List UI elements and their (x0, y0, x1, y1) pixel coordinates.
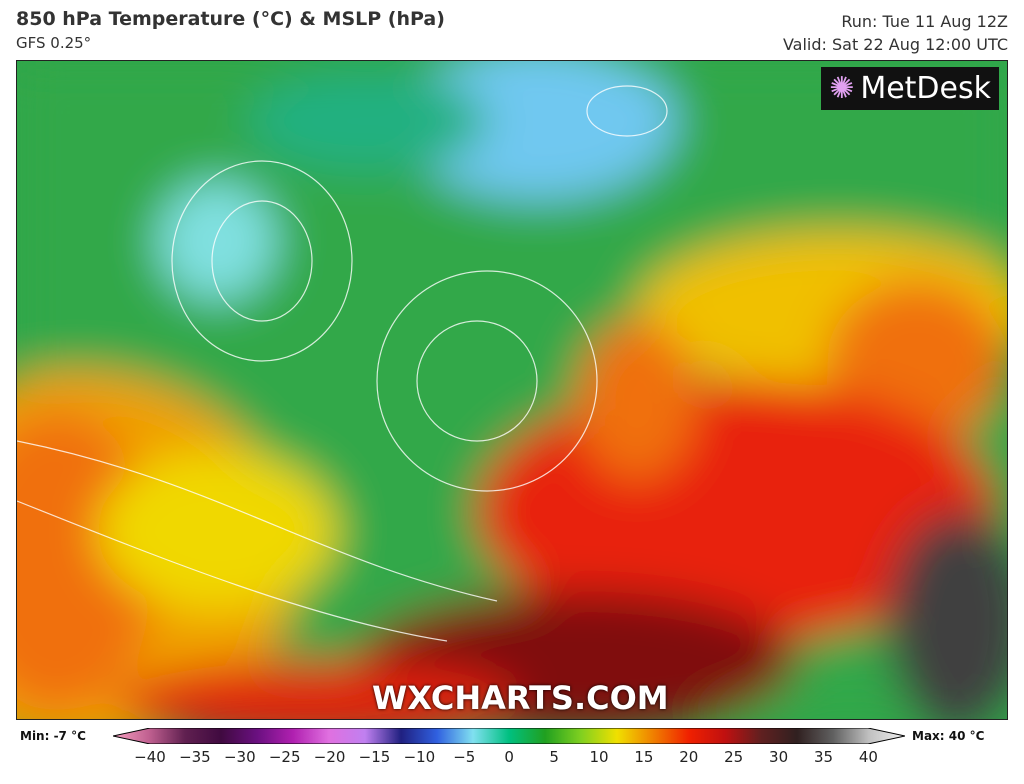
colorbar-tick: −25 (268, 748, 301, 766)
model-label: GFS 0.25° (16, 34, 92, 52)
colorbar-tick: −10 (403, 748, 436, 766)
colorbar-tick: 5 (549, 748, 559, 766)
colorbar (113, 728, 905, 744)
weather-map[interactable]: ✺ MetDesk WXCHARTS.COM (16, 60, 1008, 720)
isobars (17, 85, 668, 642)
watermark: WXCHARTS.COM (372, 679, 669, 717)
run-time: Run: Tue 11 Aug 12Z (841, 12, 1008, 31)
colorbar-tick: −5 (453, 748, 476, 766)
colorbar-tick: −20 (313, 748, 346, 766)
colorbar-tick: 10 (589, 748, 609, 766)
legend-max: Max: 40 °C (912, 729, 985, 743)
colorbar-tick: 15 (634, 748, 654, 766)
colorbar-tick: 40 (858, 748, 878, 766)
colorbar-tick: 30 (769, 748, 789, 766)
colorbar-tick: −15 (358, 748, 391, 766)
logo-burst-icon: ✺ (829, 71, 855, 106)
legend-min: Min: -7 °C (20, 729, 86, 743)
metdesk-logo: ✺ MetDesk (821, 67, 999, 110)
colorbar-tick: −40 (134, 748, 166, 766)
colorbar-tick: 0 (504, 748, 514, 766)
colorbar-tick: 35 (813, 748, 834, 766)
logo-text: MetDesk (860, 71, 991, 106)
colorbar-tick: 25 (724, 748, 744, 766)
chart-title: 850 hPa Temperature (°C) & MSLP (hPa) (16, 8, 445, 30)
colorbar-tick: 20 (679, 748, 699, 766)
colorbar-tick: −35 (179, 748, 211, 766)
temperature-field (17, 61, 1007, 719)
colorbar-tick: −30 (223, 748, 256, 766)
valid-time: Valid: Sat 22 Aug 12:00 UTC (782, 35, 1008, 54)
